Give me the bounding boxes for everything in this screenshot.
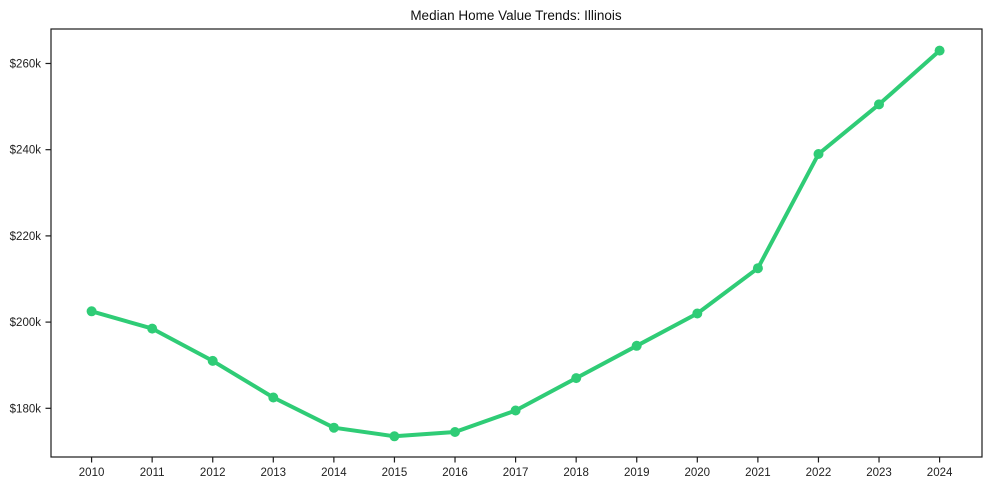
y-axis-tick-label: $260k xyxy=(10,58,42,70)
y-axis-tick-label: $180k xyxy=(10,403,42,415)
data-point-marker xyxy=(147,323,158,334)
x-axis-tick-label: 2010 xyxy=(79,467,105,479)
data-point-marker xyxy=(571,373,582,384)
data-point-marker xyxy=(813,149,824,159)
plot-border xyxy=(50,28,983,458)
x-axis-tick-label: 2016 xyxy=(442,467,468,479)
x-axis-tick-label: 2015 xyxy=(382,467,408,479)
data-point-marker xyxy=(692,308,703,319)
x-axis-tick-label: 2018 xyxy=(563,467,589,479)
x-axis-tick-label: 2012 xyxy=(200,467,226,479)
data-point-marker xyxy=(207,355,218,366)
data-point-marker xyxy=(752,263,763,274)
data-point-marker xyxy=(450,427,460,437)
data-point-marker xyxy=(328,422,339,433)
trend-line xyxy=(89,48,942,439)
y-axis-tick-label: $220k xyxy=(10,231,42,243)
x-axis-tick-label: 2014 xyxy=(321,467,347,479)
x-axis-tick-label: 2017 xyxy=(503,467,529,479)
data-point-marker xyxy=(874,99,884,110)
axis-ticks-group: $180k $200k $220k $240k $260k 2010 2011 2012 201… xyxy=(10,58,953,479)
data-point-marker xyxy=(268,392,279,403)
data-point-marker xyxy=(389,431,400,442)
x-axis-tick-label: 2019 xyxy=(624,467,650,479)
data-point-marker xyxy=(86,306,97,317)
data-point-marker xyxy=(510,405,521,416)
x-axis-tick-label: 2021 xyxy=(745,467,771,479)
x-axis-tick-label: 2011 xyxy=(140,467,165,479)
x-axis-tick-label: 2023 xyxy=(866,467,892,479)
x-axis-tick-label: 2020 xyxy=(685,467,711,479)
x-axis-tick-label: 2022 xyxy=(806,467,832,479)
data-point-marker xyxy=(631,340,642,351)
y-axis-tick-label: $200k xyxy=(10,317,42,329)
x-axis-tick-label: 2024 xyxy=(927,467,953,479)
data-point-marker xyxy=(934,45,945,56)
y-axis-tick-label: $240k xyxy=(10,145,42,157)
series-group xyxy=(86,45,945,442)
x-axis-tick-label: 2013 xyxy=(261,467,287,479)
chart-title: Median Home Value Trends: Illinois xyxy=(410,8,622,23)
